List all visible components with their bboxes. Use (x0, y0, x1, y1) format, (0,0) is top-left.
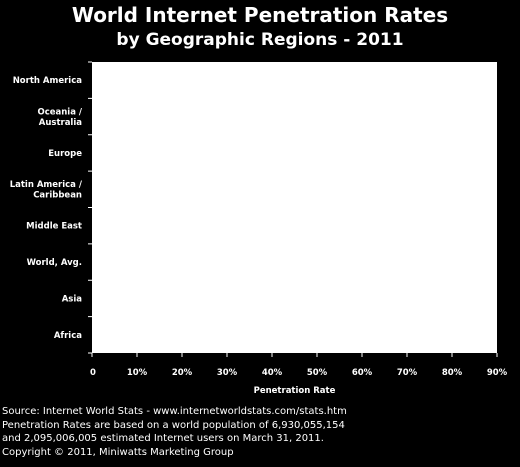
category-label: Middle East (26, 222, 82, 232)
category-label: North America (13, 76, 83, 86)
category-label: Africa (54, 331, 82, 341)
x-tick-label: 90% (487, 368, 508, 378)
category-label: Asia (62, 294, 83, 304)
category-label: Latin America / Caribbean (10, 180, 83, 201)
chart-title: World Internet Penetration Rates (71, 3, 449, 27)
category-label: World, Avg. (27, 258, 82, 268)
chart-subtitle: by Geographic Regions - 2011 (116, 30, 404, 50)
x-tick-label: 50% (307, 368, 328, 378)
x-tick-label: 0 (90, 368, 96, 378)
category-label: Europe (48, 149, 82, 159)
methodology-line: Penetration Rates are based on a world p… (2, 419, 345, 431)
x-tick-label: 30% (217, 368, 238, 378)
x-tick-label: 10% (127, 368, 148, 378)
source-notes: Source: Internet World Stats - www.inter… (2, 405, 518, 459)
copyright-line: Copyright © 2011, Miniwatts Marketing Gr… (2, 446, 234, 458)
x-tick-label: 80% (442, 368, 463, 378)
x-tick-label: 70% (397, 368, 418, 378)
x-tick-label: 40% (262, 368, 283, 378)
methodology-line: and 2,095,006,005 estimated Internet use… (2, 433, 324, 444)
category-label: Oceania / Australia (37, 107, 82, 128)
plot-area (92, 62, 497, 353)
x-axis-title: Penetration Rate (254, 386, 336, 396)
source-line: Source: Internet World Stats - www.inter… (2, 406, 347, 417)
x-tick-label: 60% (352, 368, 373, 378)
x-tick-label: 20% (172, 368, 193, 378)
